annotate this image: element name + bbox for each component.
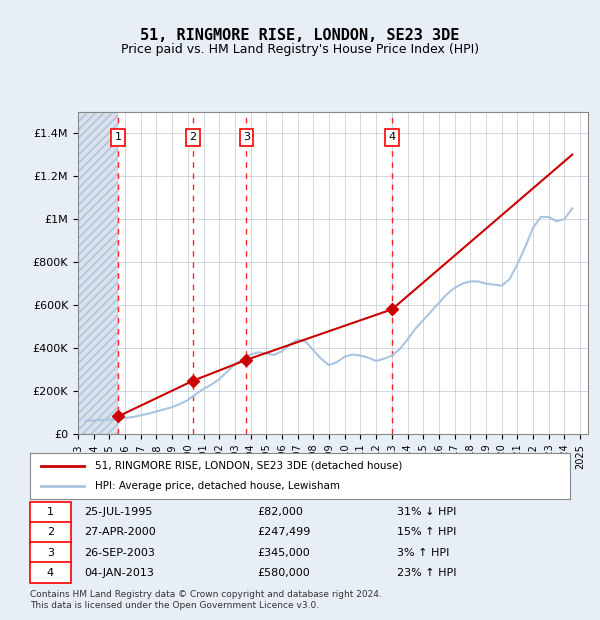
Text: 2: 2 [190, 133, 196, 143]
Text: £345,000: £345,000 [257, 547, 310, 557]
Text: 1: 1 [115, 133, 122, 143]
Text: HPI: Average price, detached house, Lewisham: HPI: Average price, detached house, Lewi… [95, 481, 340, 491]
FancyBboxPatch shape [30, 522, 71, 543]
Text: 3: 3 [47, 547, 54, 557]
Text: Contains HM Land Registry data © Crown copyright and database right 2024.: Contains HM Land Registry data © Crown c… [30, 590, 382, 600]
Text: 51, RINGMORE RISE, LONDON, SE23 3DE (detached house): 51, RINGMORE RISE, LONDON, SE23 3DE (det… [95, 461, 402, 471]
Text: 1: 1 [47, 507, 54, 517]
Text: £580,000: £580,000 [257, 568, 310, 578]
Text: 25-JUL-1995: 25-JUL-1995 [84, 507, 152, 517]
FancyBboxPatch shape [30, 502, 71, 523]
Text: £247,499: £247,499 [257, 528, 310, 538]
Bar [78, 112, 118, 434]
Text: 2: 2 [47, 528, 54, 538]
Text: Price paid vs. HM Land Registry's House Price Index (HPI): Price paid vs. HM Land Registry's House … [121, 43, 479, 56]
Text: 15% ↑ HPI: 15% ↑ HPI [397, 528, 457, 538]
Text: £82,000: £82,000 [257, 507, 302, 517]
Text: 3: 3 [243, 133, 250, 143]
Text: 4: 4 [47, 568, 54, 578]
FancyBboxPatch shape [30, 562, 71, 583]
Text: 26-SEP-2003: 26-SEP-2003 [84, 547, 155, 557]
FancyBboxPatch shape [30, 542, 71, 563]
Text: 4: 4 [388, 133, 395, 143]
Text: 51, RINGMORE RISE, LONDON, SE23 3DE: 51, RINGMORE RISE, LONDON, SE23 3DE [140, 28, 460, 43]
Text: 27-APR-2000: 27-APR-2000 [84, 528, 156, 538]
Text: This data is licensed under the Open Government Licence v3.0.: This data is licensed under the Open Gov… [30, 601, 319, 611]
Text: 3% ↑ HPI: 3% ↑ HPI [397, 547, 449, 557]
Text: 04-JAN-2013: 04-JAN-2013 [84, 568, 154, 578]
Text: 31% ↓ HPI: 31% ↓ HPI [397, 507, 457, 517]
Text: 23% ↑ HPI: 23% ↑ HPI [397, 568, 457, 578]
